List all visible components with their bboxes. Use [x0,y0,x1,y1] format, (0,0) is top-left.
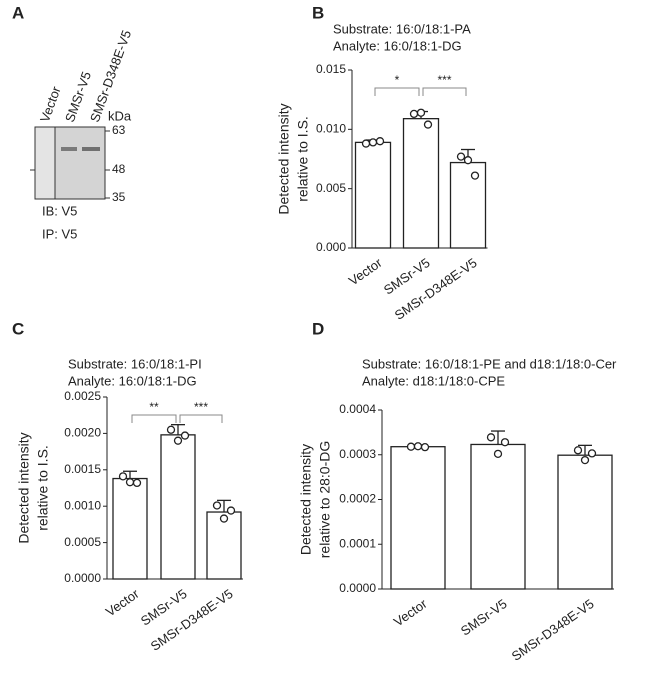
data-point [420,442,430,452]
y-axis-label: relative to I.S. [295,116,311,202]
y-tick-label: 0.0025 [64,389,101,403]
y-tick-label: 0.0001 [339,536,376,550]
y-axis-label: Detected intensity [276,103,292,214]
unit-label: kDa [108,108,132,123]
subtitle: Substrate: 16:0/18:1-PA [333,21,471,36]
marker-label: 35 [112,190,126,204]
y-axis-label: relative to I.S. [35,445,51,531]
bar [354,141,392,249]
significance-bracket [179,414,223,423]
blot-note: IB: V5 [42,203,77,218]
subtitle: Substrate: 16:0/18:1-PE and d18:1/18:0-C… [362,356,617,371]
x-tick-label: SMSr-V5 [458,596,510,639]
bar [470,443,526,590]
data-point [409,109,419,119]
x-tick-label: Vector [103,586,142,620]
data-point [180,431,190,440]
subtitle: Analyte: 16:0/18:1-DG [68,373,197,388]
data-point [486,433,496,442]
data-point [226,506,236,515]
panel-letter: A [12,3,24,22]
data-point [219,514,229,523]
y-tick-label: 0.005 [316,181,346,195]
data-point [423,120,433,129]
y-tick-label: 0.000 [316,240,346,254]
data-point [361,139,371,148]
y-tick-label: 0.0002 [339,492,376,506]
data-point [416,108,426,117]
bar [402,118,440,249]
blot-band [82,147,100,151]
data-point [166,425,176,434]
data-point [125,478,135,487]
blot-lane [34,126,56,200]
y-tick-label: 0.0015 [64,462,101,476]
y-tick-label: 0.0003 [339,447,376,461]
subtitle: Analyte: d18:1/18:0-CPE [362,373,505,388]
data-point [573,446,583,455]
data-point [132,478,142,488]
data-point [463,156,473,165]
lane-label: Vector [37,84,64,124]
significance-label: *** [437,73,451,87]
subtitle: Analyte: 16:0/18:1-DG [333,38,462,53]
marker-label: 48 [112,162,126,176]
x-tick-label: SMSr-D348E-V5 [509,596,597,664]
data-point [580,455,590,465]
data-point [587,449,597,458]
bar [390,446,446,590]
y-axis-label: Detected intensity [16,432,32,543]
x-tick-label: Vector [391,596,430,630]
significance-label: ** [149,400,159,414]
data-point [470,171,480,180]
y-tick-label: 0.0000 [339,581,376,595]
y-tick-label: 0.0000 [64,571,101,585]
y-axis-label: relative to 28:0-DG [317,441,333,559]
bar [557,454,613,590]
y-axis-label: Detected intensity [298,444,314,555]
marker-label: 63 [112,123,126,137]
data-point [212,501,222,510]
x-tick-label: SMSr-D348E-V5 [148,586,236,654]
data-point [413,442,423,451]
x-tick-label: Vector [346,255,385,289]
y-tick-label: 0.0020 [64,426,101,440]
bar [112,477,148,580]
data-point [368,138,378,147]
subtitle: Substrate: 16:0/18:1-PI [68,356,202,371]
bar [206,511,242,580]
blot-note: IP: V5 [42,226,77,241]
y-tick-label: 0.0010 [64,498,101,512]
y-tick-label: 0.0005 [64,535,101,549]
bar [160,434,196,580]
y-tick-label: 0.010 [316,122,346,136]
panel-letter: D [312,319,324,338]
significance-bracket [374,87,420,96]
bar [449,161,487,249]
data-point [406,442,416,451]
data-point [500,438,510,447]
panel-letter: C [12,319,24,338]
data-point [375,137,385,146]
x-tick-label: SMSr-D348E-V5 [392,255,480,323]
significance-label: * [395,73,400,87]
panel-letter: B [312,3,324,22]
significance-bracket [422,87,467,96]
blot-band [61,147,77,151]
significance-label: *** [194,400,208,414]
data-point [456,152,466,161]
data-point [173,436,183,445]
data-point [118,472,128,481]
significance-bracket [131,414,177,423]
data-point [493,449,503,459]
y-tick-label: 0.0004 [339,402,376,416]
y-tick-label: 0.015 [316,62,346,76]
